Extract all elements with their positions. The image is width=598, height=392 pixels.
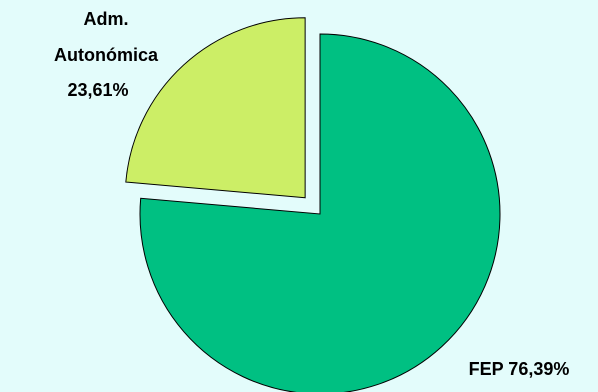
pie-slices	[125, 17, 501, 392]
slice-label-adm-value: 23,61%	[67, 80, 128, 100]
slice-label-adm-line2: Autonómica	[54, 45, 159, 65]
pie-slice-fep	[139, 33, 501, 392]
slice-label-adm-line1: Adm.	[84, 9, 129, 29]
slice-label-fep: FEP 76,39%	[469, 359, 570, 379]
pie-slice-adm-autonomica	[125, 17, 306, 199]
